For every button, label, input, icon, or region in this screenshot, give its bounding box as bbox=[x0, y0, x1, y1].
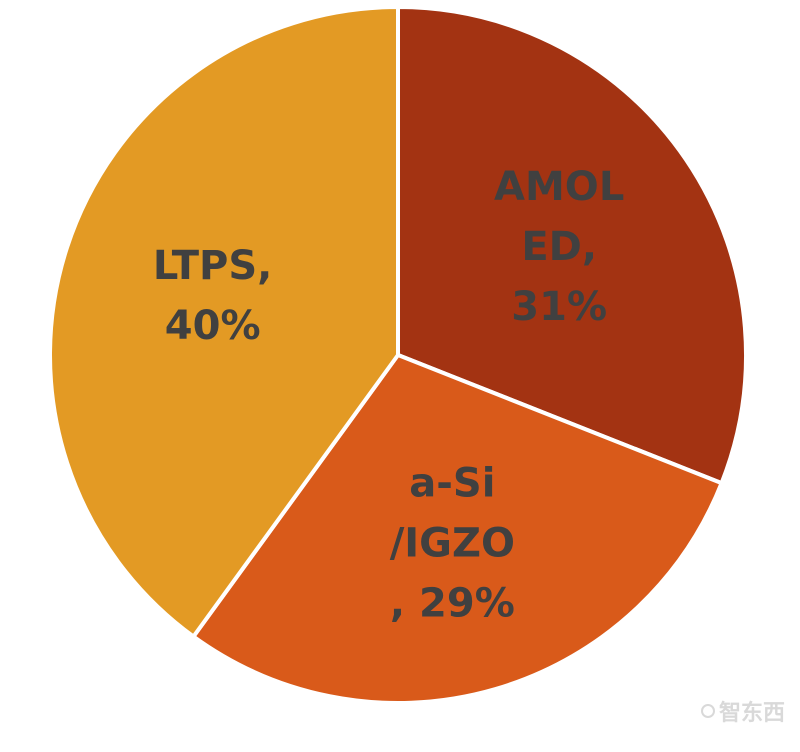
pie-label-line: /IGZO bbox=[390, 521, 515, 567]
pie-label-line: , 29% bbox=[390, 581, 515, 627]
pie-label-amoled: AMOL ED, 31% bbox=[494, 164, 624, 330]
pie-slice-a-si-igzo bbox=[191, 353, 724, 705]
pie-slice-amoled bbox=[396, 5, 748, 486]
pie-label-a-si-igzo: a-Si/IGZO , 29% bbox=[390, 461, 515, 627]
pie-labels: AMOL ED, 31% a-Si/IGZO , 29% LTPS, 40% bbox=[153, 164, 624, 627]
pie-label-line: AMOL bbox=[494, 164, 624, 210]
pie-label-line: ED, bbox=[521, 224, 597, 270]
pie-label-line: LTPS, bbox=[153, 243, 272, 289]
pie-label-line: a-Si bbox=[409, 461, 495, 507]
watermark-logo: 智东西 bbox=[701, 700, 785, 726]
pie-label-ltps: LTPS, 40% bbox=[153, 243, 272, 349]
pie-slices bbox=[48, 5, 748, 705]
pie-label-line: 40% bbox=[165, 303, 261, 349]
watermark-text: 智东西 bbox=[719, 700, 785, 726]
watermark-wifi-icon bbox=[701, 704, 715, 718]
pie-slice-ltps bbox=[48, 5, 400, 639]
pie-label-line: 31% bbox=[511, 284, 607, 330]
